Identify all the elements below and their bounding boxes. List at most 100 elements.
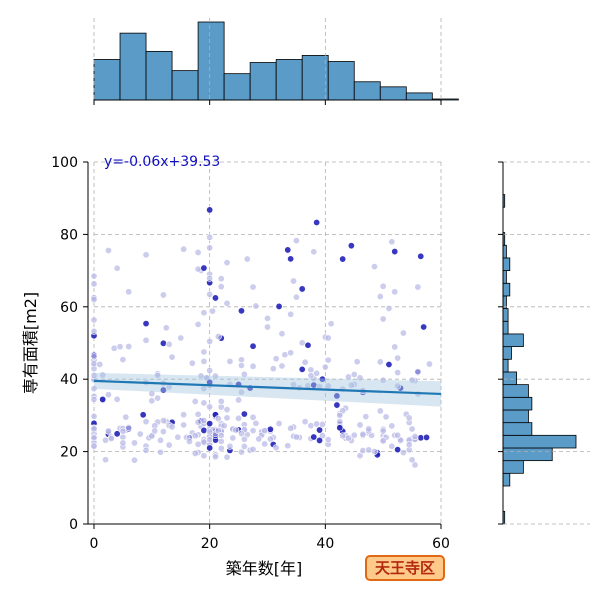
x-hist-bar (249, 62, 277, 101)
scatter-point (249, 362, 257, 370)
scatter-point (394, 369, 402, 377)
scatter-point (292, 433, 300, 441)
scatter-point (417, 252, 425, 260)
scatter-point (235, 414, 243, 422)
scatter-point (316, 436, 324, 444)
scatter-point (344, 434, 352, 442)
scatter-point (90, 395, 98, 403)
x-hist-bar (93, 59, 121, 101)
y-hist-bar (502, 409, 529, 424)
scatter-point (191, 449, 199, 457)
scatter-point (347, 242, 355, 250)
scatter-point (376, 407, 384, 415)
scatter-point (217, 444, 225, 452)
scatter-point (206, 436, 214, 444)
scatter-point (240, 442, 248, 450)
y-hist-bar (502, 460, 524, 474)
scatter-point (102, 456, 110, 464)
scatter-point (142, 336, 150, 344)
scatter-point (261, 440, 269, 448)
scatter-point (394, 382, 402, 390)
scatter-point (287, 310, 295, 318)
y-tick-label: 80 (60, 227, 78, 243)
scatter-point (324, 356, 332, 364)
scatter-point (90, 372, 98, 380)
scatter-point (284, 442, 292, 450)
scatter-point (237, 356, 245, 364)
scatter-point (370, 447, 378, 455)
scatter-point (237, 361, 245, 369)
y-hist-bar (502, 371, 517, 386)
scatter-point (90, 425, 98, 433)
scatter-point (281, 351, 289, 359)
scatter-point (99, 395, 107, 403)
scatter-point (388, 442, 396, 450)
scatter-point (292, 237, 300, 245)
scatter-point (237, 388, 245, 396)
scatter-point (223, 406, 231, 414)
y-hist-bar (502, 270, 507, 284)
x-hist-bar (275, 59, 303, 101)
scatter-point (139, 411, 147, 419)
scatter-point (159, 339, 167, 347)
scatter-point (214, 333, 222, 341)
scatter-point (336, 424, 344, 432)
axes: 0 20 40 60 0 20 40 60 80 100 (51, 155, 450, 552)
scatter-point (240, 435, 248, 443)
y-hist-bar (502, 472, 511, 487)
scatter-point (356, 374, 364, 382)
scatter-point (217, 437, 225, 445)
scatter-point (298, 339, 306, 347)
scatter-point (336, 411, 344, 419)
regression-layer (93, 372, 442, 407)
scatter-point (200, 357, 208, 365)
scatter-point (333, 392, 341, 400)
scatter-point (90, 360, 98, 368)
scatter-point (232, 426, 240, 434)
scatter-point (261, 427, 269, 435)
scatter-point (217, 403, 225, 411)
scatter-point (414, 283, 422, 291)
scatter-point (379, 437, 387, 445)
scatter-point (209, 307, 217, 315)
scatter-point (180, 411, 188, 419)
x-hist-bar (119, 32, 147, 101)
y-hist-bar (502, 396, 533, 411)
scatter-point (344, 373, 352, 381)
x-hist-bar (197, 21, 225, 101)
scatter-point (223, 299, 231, 307)
scatter-point (298, 285, 306, 293)
scatter-point (385, 361, 393, 369)
scatter-point (104, 391, 112, 399)
x-hist-bar (171, 70, 199, 101)
scatter-point (90, 327, 98, 335)
scatter-point (249, 445, 257, 453)
scatter-point (243, 255, 251, 263)
scatter-point (165, 340, 173, 348)
scatter-point (180, 421, 188, 429)
scatter-point (370, 263, 378, 271)
scatter-point (318, 375, 326, 383)
scatter-point (130, 456, 138, 464)
y-tick-label: 20 (60, 445, 78, 461)
scatter-point (408, 456, 416, 464)
scatter-point (206, 290, 214, 298)
scatter-point (313, 369, 321, 377)
y-hist-bar (502, 282, 511, 297)
marginal-y-histogram (498, 161, 590, 525)
scatter-point (188, 359, 196, 367)
scatter-point (356, 421, 364, 429)
scatter-point (206, 420, 214, 428)
scatter-point (223, 414, 231, 422)
regression-confidence-band (94, 372, 441, 407)
regression-equation-label: y=-0.06x+39.53 (104, 154, 220, 170)
scatter-point (113, 430, 121, 438)
scatter-point (350, 431, 358, 439)
scatter-point (90, 434, 98, 442)
scatter-point (266, 425, 274, 433)
scatter-point (365, 425, 373, 433)
scatter-point (278, 362, 286, 370)
scatter-point (237, 430, 245, 438)
scatter-point (394, 431, 402, 439)
scatter-point (310, 433, 318, 441)
